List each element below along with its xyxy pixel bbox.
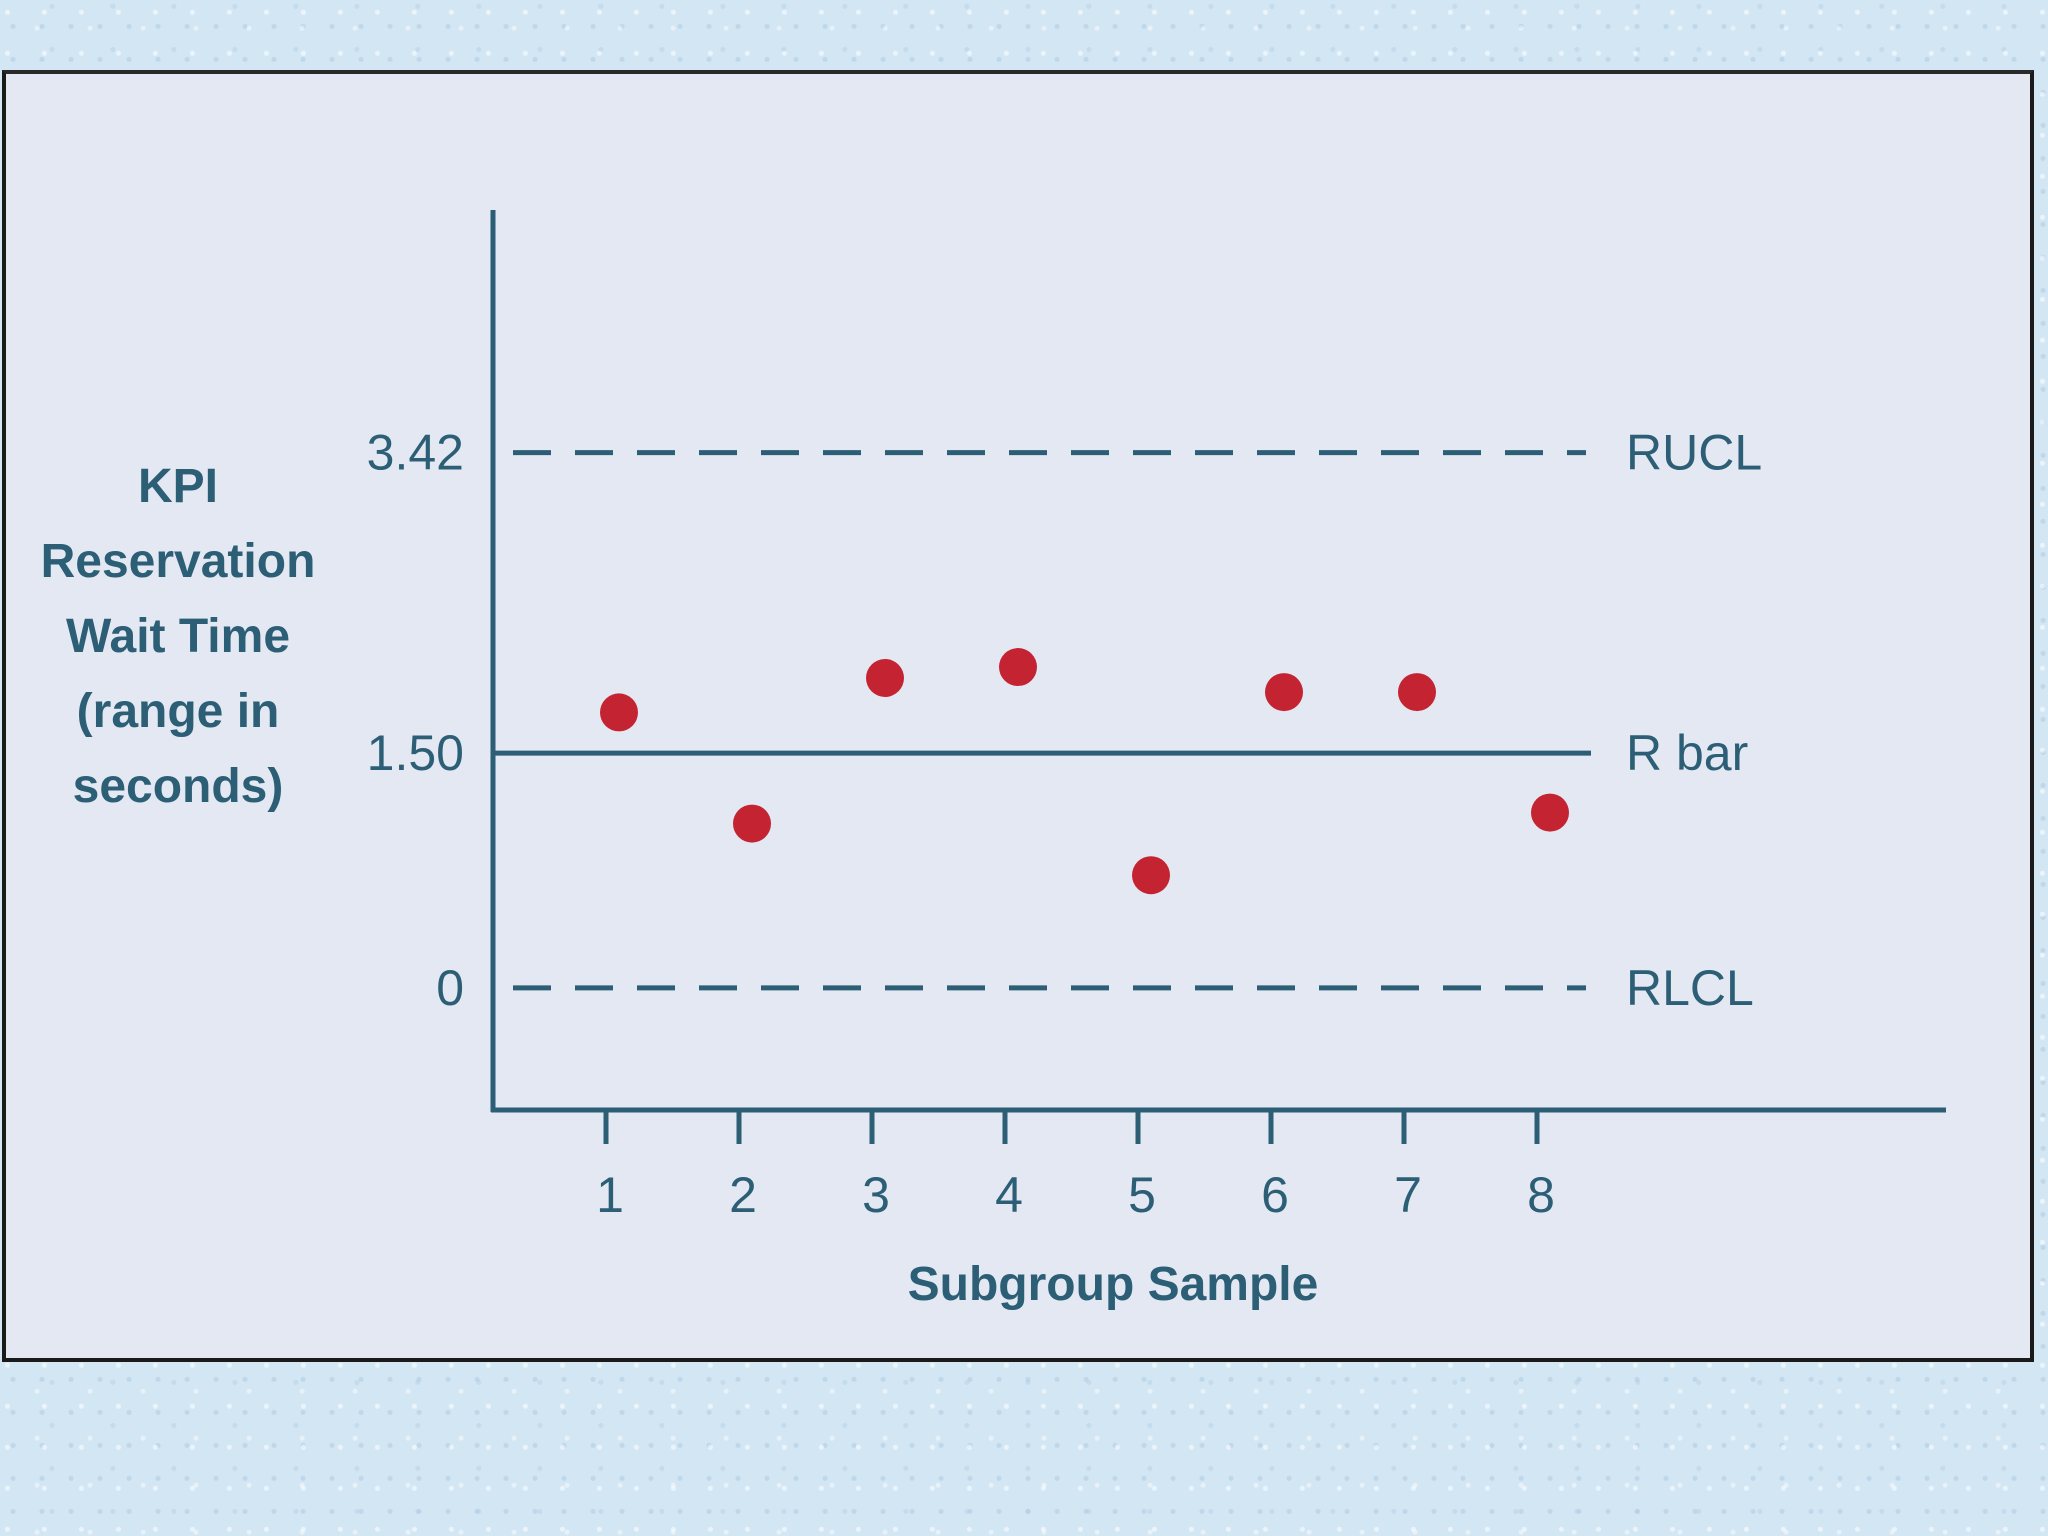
x-axis-title: Subgroup Sample: [908, 1258, 1319, 1311]
data-point[interactable]: [1531, 793, 1569, 832]
x-tick-label: 8: [1527, 1167, 1555, 1223]
data-point[interactable]: [600, 693, 638, 732]
control-label-rucl: RUCL: [1626, 425, 1762, 481]
y-axis-title-line: KPI: [138, 460, 218, 513]
x-tick-label: 5: [1128, 1167, 1156, 1223]
data-point[interactable]: [999, 648, 1037, 687]
x-tick-label: 1: [596, 1167, 624, 1223]
y-axis-title-line: (range in: [77, 685, 280, 738]
data-point[interactable]: [866, 659, 904, 697]
data-point[interactable]: [733, 804, 771, 843]
chart-panel: RUCL R bar RLCL 0 1.50 3.42 1 2 3 4 5 6 7 8 Subgroup S…: [2, 70, 2034, 1362]
y-axis-title-line: Reservation: [41, 535, 316, 588]
y-tick-label: 1.50: [367, 725, 464, 781]
y-tick-label: 3.42: [367, 425, 464, 481]
x-tick-label: 4: [995, 1167, 1023, 1223]
control-chart: RUCL R bar RLCL 0 1.50 3.42 1 2 3 4 5 6 7 8 Subgroup S…: [41, 210, 1946, 1311]
data-point[interactable]: [1132, 856, 1170, 895]
control-label-r-bar: R bar: [1626, 725, 1748, 781]
data-point[interactable]: [1398, 673, 1436, 712]
x-tick-label: 6: [1261, 1167, 1289, 1223]
x-tick-label: 3: [862, 1167, 890, 1223]
y-axis-title-line: seconds): [73, 760, 284, 813]
data-point[interactable]: [1265, 673, 1303, 712]
y-axis-title-line: Wait Time: [66, 610, 290, 663]
y-tick-label: 0: [436, 960, 464, 1016]
x-tick-label: 2: [729, 1167, 757, 1223]
control-label-rlcl: RLCL: [1626, 960, 1754, 1016]
x-tick-label: 7: [1394, 1167, 1422, 1223]
